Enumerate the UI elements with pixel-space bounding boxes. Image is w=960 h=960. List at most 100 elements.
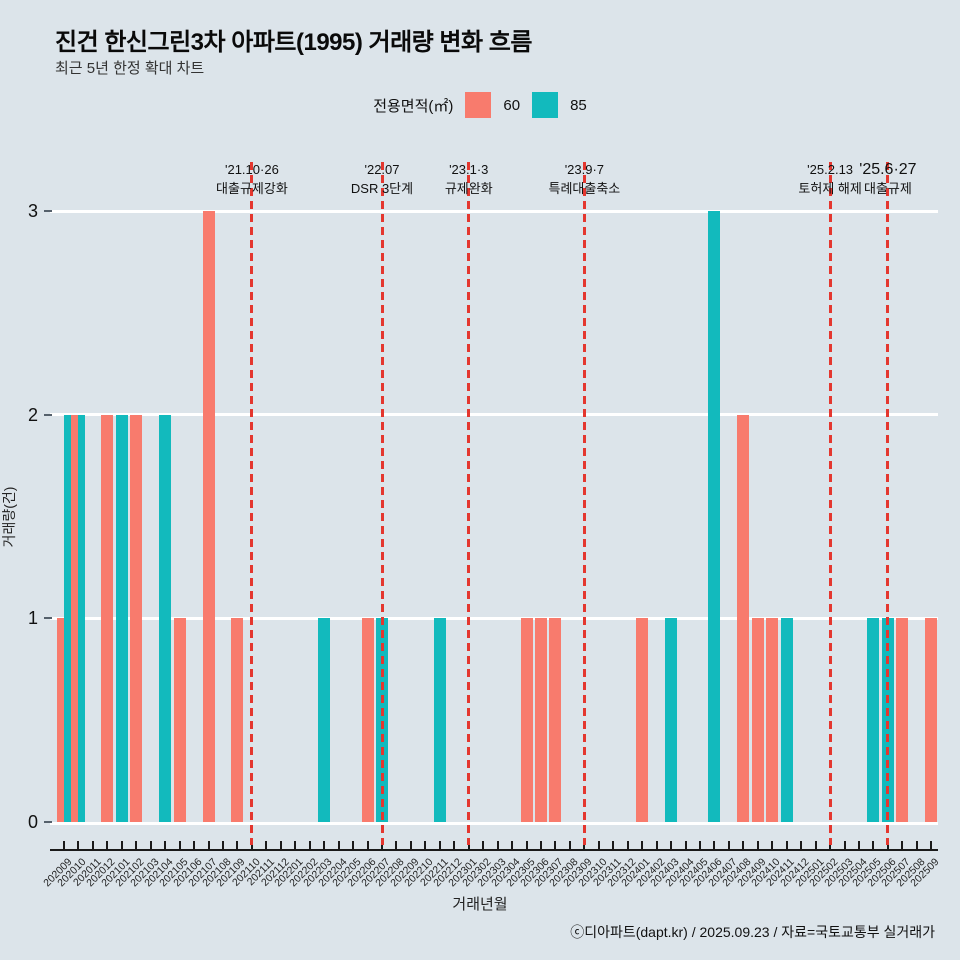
x-tick-202110: [250, 841, 253, 849]
y-tick-3: [44, 210, 52, 212]
x-tick-202308: [568, 841, 571, 849]
x-tick-202105: [178, 841, 181, 849]
event-line-202301: [467, 162, 471, 845]
footer-credit: ⓒ디아파트(dapt.kr) / 2025.09.23 / 자료=국토교통부 실…: [570, 924, 935, 940]
event-annotation-202301: '23.1·3 규제완화: [445, 160, 493, 198]
bar-85-202411[interactable]: [780, 618, 793, 822]
bar-85-202009[interactable]: [64, 414, 71, 822]
x-tick-202407: [727, 841, 730, 849]
y-tick-2: [44, 413, 52, 416]
event-label-202301: 규제완화: [444, 181, 493, 196]
event-label-202309: 특례대출축소: [548, 181, 621, 196]
event-date-202110: '21.10·26: [224, 162, 279, 177]
x-tick-202103: [149, 841, 152, 849]
x-tick-202504: [858, 841, 861, 849]
x-tick-202107: [207, 841, 210, 849]
x-tick-202508: [915, 841, 918, 849]
bar-85-202505[interactable]: [867, 618, 880, 822]
event-line-202110: [250, 162, 254, 845]
bar-85-202203[interactable]: [318, 618, 331, 822]
x-tick-202303: [496, 841, 499, 849]
event-annotation-202309: '23.9·7 특례대출축소: [548, 160, 620, 198]
x-tick-202409: [756, 841, 759, 849]
x-tick-202009: [63, 841, 65, 849]
x-tick-202109: [236, 841, 239, 849]
x-tick-202211: [438, 841, 441, 849]
bar-60-202206[interactable]: [361, 618, 374, 822]
event-line-202207: [380, 162, 384, 845]
event-date-202301: '23.1·3: [449, 162, 489, 177]
event-annotation-202506: '25.6·27 대출규제: [859, 160, 916, 198]
x-tick-202010: [77, 841, 80, 849]
x-tick-202401: [641, 841, 644, 849]
bar-60-202307[interactable]: [549, 618, 562, 822]
event-annotation-202502: '25.2.13 토허제 해제: [798, 160, 861, 198]
x-tick-202101: [120, 841, 123, 849]
x-tick-202507: [901, 841, 904, 849]
bar-85-202403[interactable]: [665, 618, 678, 822]
legend-swatch-85[interactable]: [532, 92, 559, 118]
bar-60-202507[interactable]: [896, 618, 909, 822]
gridline-y2: [50, 413, 938, 417]
event-date-202506: '25.6·27: [859, 161, 917, 178]
legend-label-60[interactable]: 60: [503, 96, 521, 114]
bar-85-202101[interactable]: [115, 414, 128, 822]
x-tick-202309: [583, 841, 586, 849]
x-tick-202104: [164, 841, 167, 849]
x-tick-202306: [540, 841, 542, 849]
bar-85-202211[interactable]: [433, 618, 446, 822]
bar-60-202109[interactable]: [231, 618, 244, 822]
bar-60-202306[interactable]: [535, 618, 547, 822]
event-label-202506: 대출규제: [863, 181, 912, 196]
legend-swatch-60[interactable]: [465, 92, 492, 118]
x-tick-202212: [453, 841, 456, 849]
bar-85-202010[interactable]: [78, 414, 86, 822]
x-tick-202501: [814, 841, 817, 849]
y-tick-label-0: 0: [27, 812, 38, 832]
x-tick-202408: [742, 841, 745, 849]
bar-60-202410[interactable]: [766, 618, 779, 822]
y-tick-label-1: 1: [27, 608, 38, 629]
x-tick-202305: [525, 841, 528, 849]
event-date-202207: '22.07: [364, 162, 400, 177]
bar-60-202105[interactable]: [173, 618, 186, 822]
x-tick-202201: [294, 841, 297, 849]
x-tick-202102: [135, 841, 138, 849]
y-tick-1: [44, 617, 52, 620]
x-tick-202111: [265, 841, 268, 849]
legend: 전용면적(㎡) 60 85: [0, 92, 960, 118]
bar-60-202012[interactable]: [101, 414, 114, 822]
gridline-y3: [50, 209, 938, 213]
bar-60-202401[interactable]: [636, 618, 649, 822]
x-tick-202302: [482, 841, 485, 849]
bar-60-202409[interactable]: [751, 618, 764, 822]
bar-85-202104[interactable]: [159, 414, 172, 822]
x-tick-202403: [670, 841, 673, 849]
x-tick-202106: [193, 841, 196, 849]
bar-60-202305[interactable]: [520, 618, 533, 822]
x-tick-202202: [308, 841, 311, 849]
page-subtitle: 최근 5년 한정 확대 차트: [55, 60, 205, 77]
legend-label-85[interactable]: 85: [570, 96, 587, 114]
bar-60-202009[interactable]: [57, 618, 64, 822]
x-tick-202503: [843, 841, 846, 849]
event-annotation-202110: '21.10·26 대출규제강화: [216, 160, 288, 198]
x-axis-line: [50, 849, 938, 851]
x-tick-202210: [424, 841, 427, 849]
x-tick-202304: [511, 841, 514, 849]
bar-60-202107[interactable]: [202, 211, 215, 822]
x-tick-202203: [323, 841, 326, 849]
x-tick-202506: [886, 841, 889, 849]
bar-60-202010[interactable]: [71, 414, 79, 822]
x-tick-202205: [352, 841, 355, 849]
legend-title: 전용면적(㎡): [373, 97, 454, 115]
x-tick-202307: [554, 841, 557, 849]
bar-60-202102[interactable]: [130, 414, 143, 822]
event-date-202309: '23.9·7: [564, 162, 605, 177]
bar-60-202408[interactable]: [737, 414, 750, 822]
y-axis-title: 거래량(건): [1, 486, 17, 548]
bar-85-202406[interactable]: [708, 211, 721, 822]
event-line-202309: [582, 162, 586, 845]
bar-60-202509[interactable]: [925, 618, 938, 822]
